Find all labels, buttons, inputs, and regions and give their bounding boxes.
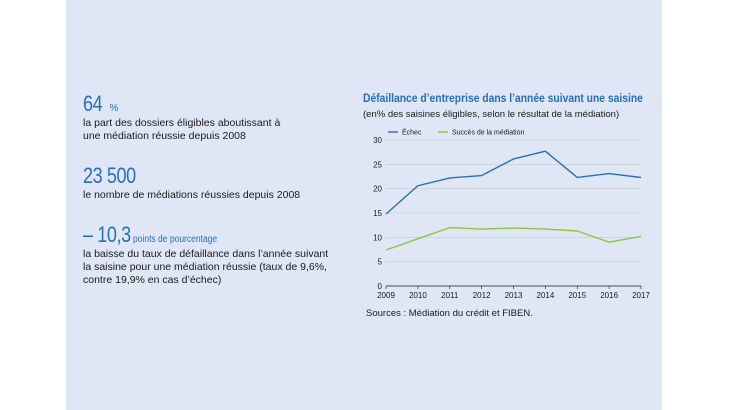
- stat-description-line: la baisse du taux de défaillance dans l’…: [83, 248, 329, 260]
- y-tick-label: 30: [373, 136, 382, 145]
- stat-description-line: la part des dossiers éligibles aboutissa…: [83, 117, 281, 129]
- stat-description-line: contre 19,9% en cas d’échec): [83, 274, 222, 286]
- stat-block-2: 23 500 le nombre de médiations réussies …: [83, 165, 300, 202]
- y-tick-label: 10: [373, 233, 382, 242]
- y-tick-label: 20: [373, 185, 382, 194]
- y-tick-label: 25: [373, 160, 382, 169]
- chart-title: Défaillance d’entreprise dans l’année su…: [363, 91, 643, 105]
- series-line-succes: [385, 226, 642, 251]
- stat-block-3: – 10,3 points de pourcentage la baisse du…: [83, 224, 328, 287]
- x-tick-label: 2013: [505, 291, 523, 300]
- background-panel: [66, 0, 662, 410]
- y-tick-label: 15: [373, 209, 382, 218]
- y-tick-label: 5: [378, 258, 383, 267]
- stat-value: 23 500: [83, 163, 136, 188]
- chart-subtitle: (en% des saisines éligibles, selon le ré…: [363, 109, 620, 120]
- x-tick-label: 2011: [441, 291, 459, 300]
- x-tick-label: 2012: [473, 291, 491, 300]
- stat-description-line: une médiation réussie depuis 2008: [83, 130, 246, 142]
- x-tick-label: 2014: [536, 291, 554, 300]
- y-tick-label: 0: [378, 282, 383, 291]
- legend-label: Échec: [402, 128, 422, 137]
- stat-unit: %: [109, 103, 119, 114]
- x-tick-label: 2009: [377, 291, 395, 300]
- x-tick-label: 2016: [600, 291, 618, 300]
- stat-description-line: le nombre de médiations réussies depuis …: [83, 189, 301, 201]
- x-tick-label: 2017: [632, 291, 650, 300]
- stat-unit: points de pourcentage: [133, 234, 218, 245]
- x-tick-label: 2010: [409, 291, 427, 300]
- x-tick-label: 2015: [568, 291, 586, 300]
- legend-label: Succès de la médiation: [452, 130, 524, 137]
- stat-description-line: la saisine pour une médiation réussie (t…: [83, 261, 327, 273]
- stat-block-1: 64% la part des dossiers éligibles about…: [83, 93, 280, 143]
- series-line-echec: [385, 150, 642, 215]
- stat-value: – 10,3: [83, 222, 131, 247]
- stat-value: 64: [83, 91, 103, 116]
- line-chart: 0 5 10 15 20 25 30 2009 2010 2011 2012 2013 2014 2015…: [373, 128, 650, 301]
- chart-source: Sources : Médiation du crédit et FIBEN.: [366, 308, 533, 319]
